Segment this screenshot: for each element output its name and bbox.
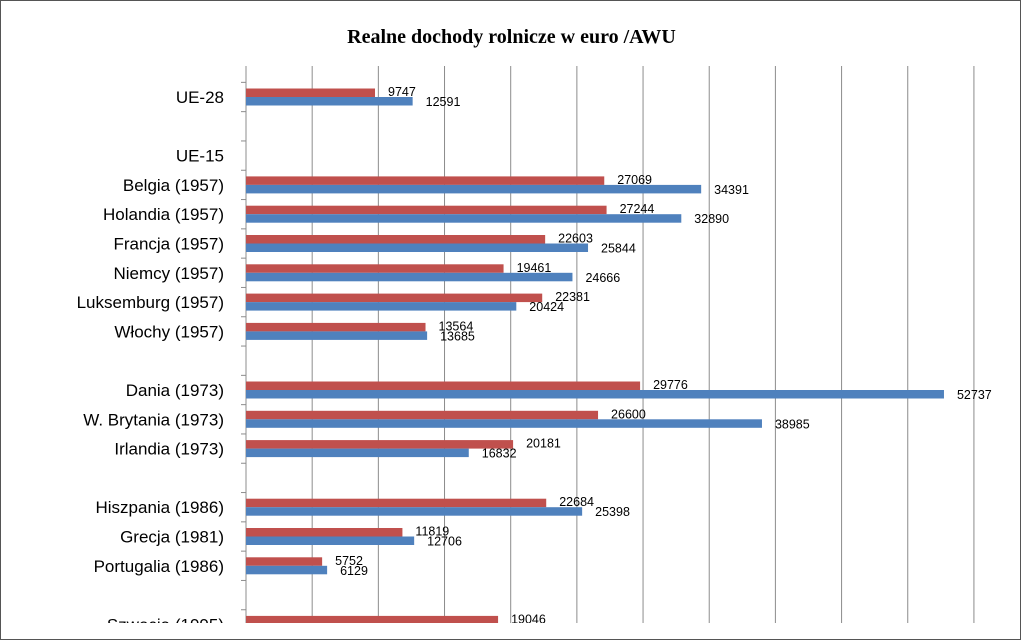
category-label: Hiszpania (1986) — [95, 498, 224, 517]
bar — [246, 615, 499, 623]
data-label: 12591 — [426, 95, 461, 109]
data-label: 13685 — [440, 329, 475, 343]
bar — [246, 557, 323, 566]
category-label: Dania (1973) — [126, 381, 224, 400]
category-label: Irlandia (1973) — [114, 440, 224, 459]
data-label: 52737 — [957, 388, 992, 402]
data-label: 16832 — [482, 447, 517, 461]
data-label: 29776 — [653, 378, 688, 392]
bar — [246, 243, 589, 252]
data-label: 20424 — [529, 300, 564, 314]
category-label: Francja (1957) — [113, 235, 224, 254]
bar — [246, 381, 641, 390]
bar — [246, 410, 599, 420]
data-label: 27244 — [620, 202, 655, 216]
bar — [246, 235, 546, 244]
category-label: Luksemburg (1957) — [77, 293, 224, 312]
data-label: 12706 — [427, 535, 462, 549]
data-label: 22381 — [555, 290, 590, 304]
bar — [246, 528, 403, 537]
category-label: UE-15 — [176, 147, 224, 166]
data-label: 22603 — [558, 232, 593, 246]
bar — [246, 331, 428, 340]
data-label: 6129 — [340, 564, 368, 578]
data-label: 26600 — [611, 407, 646, 421]
chart-title: Realne dochody rolnicze w euro /AWU — [347, 26, 676, 48]
data-label: 19461 — [517, 261, 552, 275]
bar — [246, 440, 514, 449]
bar — [246, 97, 413, 106]
bar — [246, 498, 547, 508]
data-label: 9747 — [388, 85, 416, 99]
bar — [246, 214, 682, 223]
bar — [246, 264, 504, 273]
bar — [246, 272, 573, 282]
bar — [246, 88, 376, 97]
data-label: 13564 — [439, 319, 474, 333]
category-label: UE-28 — [176, 88, 224, 107]
bar — [246, 507, 583, 516]
category-label: Włochy (1957) — [114, 322, 224, 341]
bar — [246, 293, 543, 303]
category-label: Grecja (1981) — [120, 528, 224, 547]
data-label: 25844 — [601, 242, 636, 256]
category-label: Szwecja (1995) — [107, 615, 224, 623]
bar — [246, 322, 426, 332]
data-label: 5752 — [335, 554, 363, 568]
bar — [246, 390, 944, 399]
bar — [246, 205, 607, 215]
data-label: 25398 — [595, 505, 630, 519]
bar — [246, 565, 328, 575]
bar — [246, 419, 762, 428]
category-label: Holandia (1957) — [103, 205, 224, 224]
data-label: 32890 — [694, 212, 729, 226]
category-label: Belgia (1957) — [123, 176, 224, 195]
data-label: 19046 — [511, 612, 546, 623]
data-label: 34391 — [714, 183, 749, 197]
data-label: 11819 — [415, 525, 449, 539]
bar — [246, 176, 605, 185]
bar — [246, 448, 469, 458]
chart-plot: UE-28 UE-15 Belgia (1957) Holandia (1957) Fr… — [77, 66, 992, 623]
bar — [246, 536, 415, 545]
data-label: 22684 — [559, 495, 594, 509]
data-label: 38985 — [775, 417, 810, 431]
category-label: Niemcy (1957) — [113, 264, 224, 283]
data-label: 20181 — [526, 437, 561, 451]
category-label: W. Brytania (1973) — [83, 410, 224, 429]
data-label: 24666 — [585, 271, 620, 285]
bar — [246, 302, 517, 311]
data-label: 27069 — [617, 173, 652, 187]
category-label: Portugalia (1986) — [94, 557, 224, 576]
bar — [246, 184, 702, 194]
